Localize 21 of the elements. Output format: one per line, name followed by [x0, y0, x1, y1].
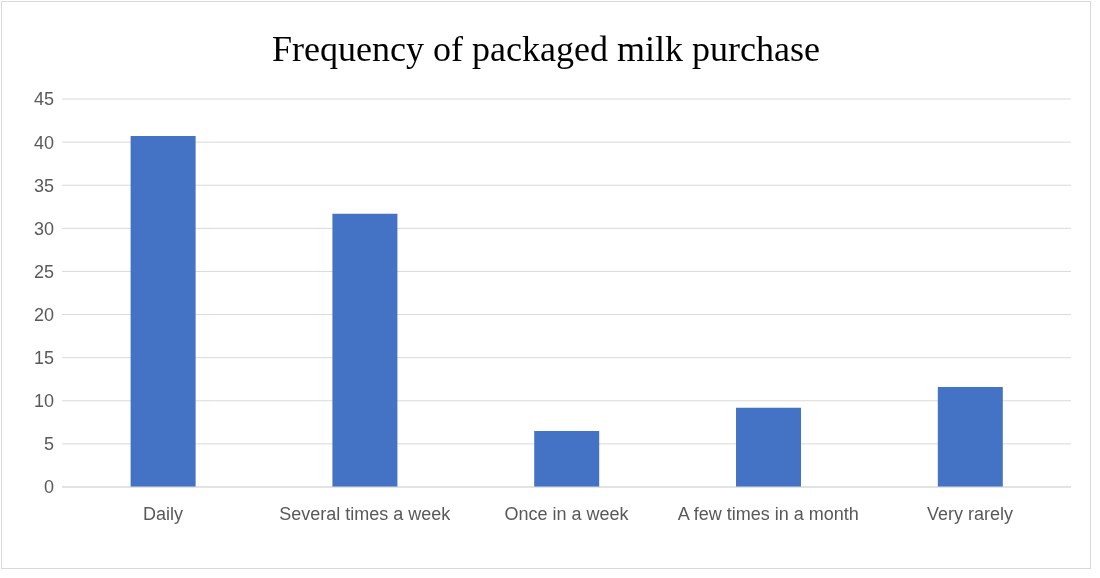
- y-tick-label: 30: [33, 218, 54, 239]
- x-tick-label: Several times a week: [279, 503, 452, 524]
- y-tick-label: 25: [33, 261, 54, 282]
- y-tick-label: 20: [33, 304, 54, 325]
- y-tick-label: 45: [33, 89, 54, 110]
- y-tick-label: 15: [33, 348, 54, 369]
- y-tick-label: 35: [33, 175, 54, 196]
- y-tick-label: 10: [33, 391, 54, 412]
- bar: [937, 386, 1003, 487]
- bar: [332, 213, 398, 487]
- bar: [130, 136, 196, 487]
- x-tick-label: Once in a week: [504, 503, 630, 524]
- x-tick-label: A few times in a month: [677, 503, 859, 524]
- x-tick-label: Very rarely: [927, 503, 1014, 524]
- y-tick-label: 40: [33, 132, 54, 153]
- y-tick-label: 0: [43, 477, 54, 498]
- y-tick-label: 5: [43, 434, 54, 455]
- x-tick-label: Daily: [142, 503, 183, 524]
- chart-title: Frequency of packaged milk purchase: [271, 27, 821, 71]
- bar: [534, 430, 600, 487]
- bar: [736, 407, 802, 487]
